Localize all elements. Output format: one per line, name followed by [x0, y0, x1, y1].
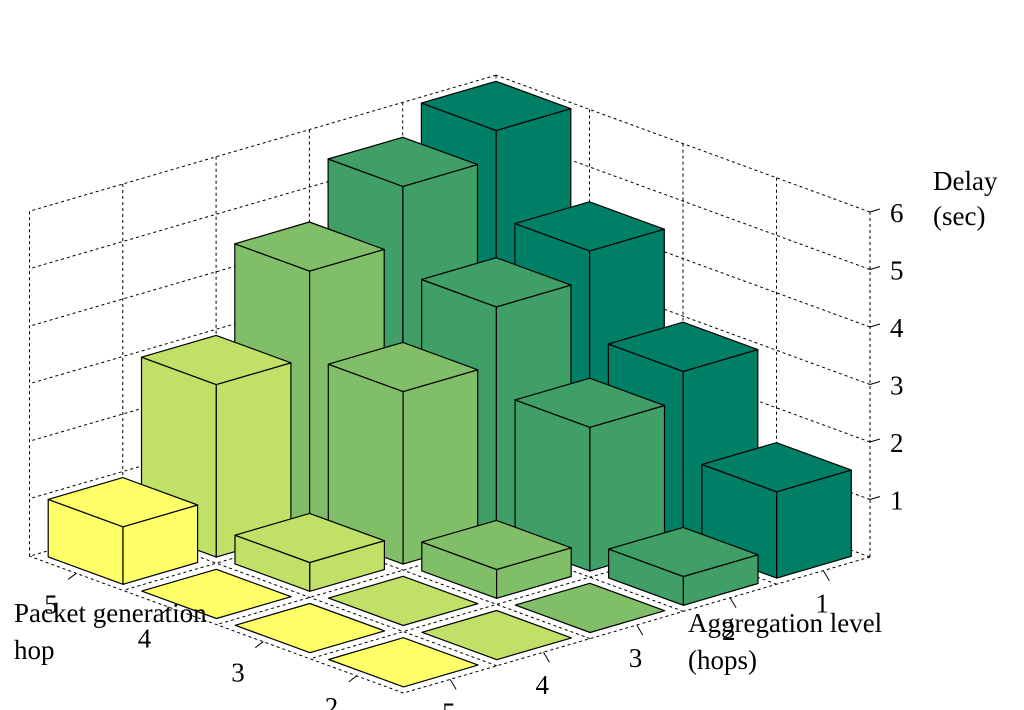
y-tick-label: 3 [231, 658, 245, 688]
z-tick-label: 5 [890, 256, 904, 286]
bar-top-face [234, 512, 385, 564]
z-tick-label: 2 [890, 428, 904, 458]
bar-top-face [607, 321, 759, 372]
x-tick-mark [729, 597, 737, 609]
bar-top-face [514, 377, 666, 428]
y-tick-mark [348, 675, 358, 683]
bar-top-face [47, 477, 199, 528]
bar-top-face [514, 201, 665, 252]
z-tick-mark [869, 381, 881, 385]
z-tick-label: 3 [890, 371, 904, 401]
bar-tile [327, 575, 479, 627]
bars-layer [47, 80, 852, 688]
bar-top-face [327, 341, 479, 393]
z-tick-label: 4 [890, 313, 904, 343]
bar-top-face [421, 519, 572, 571]
ylabel-line-1: Packet generation [14, 598, 207, 628]
bar-4-5 [141, 568, 292, 620]
z-tick-mark [869, 496, 881, 500]
z-tick-mark [869, 208, 881, 213]
z-tick-mark [869, 266, 881, 270]
bar-tile [234, 602, 386, 654]
bar-top-face [234, 221, 385, 272]
bar-tile [141, 568, 292, 620]
x-tick-mark [449, 679, 457, 690]
bar-5-5 [47, 477, 199, 585]
bar-top-face [140, 334, 292, 386]
bar-3-2 [514, 377, 666, 572]
bar-3-4 [327, 575, 479, 627]
bar-4-3 [327, 341, 479, 565]
bar-3-3 [421, 519, 572, 599]
x-tick-label: 5 [442, 697, 456, 710]
x-tick-label: 4 [535, 670, 549, 700]
x-tick-label: 1 [815, 589, 829, 619]
bar-top-face [607, 526, 759, 578]
x-tick-mark [636, 624, 644, 636]
bar-3-5 [234, 602, 386, 654]
y-tick-mark [67, 572, 77, 580]
bar-2-5 [328, 637, 479, 688]
bar-2-2 [607, 526, 759, 606]
x-tick-mark [822, 570, 830, 581]
z-tick-mark [869, 438, 881, 443]
zlabel-line-2: (sec) [933, 201, 985, 231]
bar-tile [514, 582, 666, 634]
bar-tile [328, 637, 479, 688]
x-tick-label: 2 [722, 616, 736, 646]
floor-grid-line [29, 555, 404, 694]
bar-tile [421, 609, 573, 661]
wall-grid-line [495, 74, 871, 213]
y-tick-mark [161, 607, 171, 614]
bar-2-4 [421, 609, 573, 661]
wall-grid-line [29, 74, 497, 212]
bar-top-face [421, 257, 572, 308]
bar-2-3 [514, 582, 666, 634]
z-tick-mark [869, 323, 881, 328]
zlabel-line-1: Delay [933, 166, 998, 196]
bar-top-face [327, 136, 479, 187]
bar-top-face [701, 442, 852, 493]
x-tick-mark [543, 651, 550, 663]
x-tick-label: 3 [629, 643, 643, 673]
ylabel-line-2: hop [14, 635, 55, 665]
ticks-layer: 1 2 3 4 5 6 1 2 3 4 5 5 4 3 2 [44, 198, 904, 710]
y-tick-label: 2 [325, 692, 339, 710]
bar-4-4 [234, 512, 385, 592]
y-tick-mark [254, 641, 264, 649]
xlabel-line-1: Aggregation level [688, 608, 882, 638]
z-tick-label: 6 [890, 198, 904, 228]
bar-top-face [420, 80, 572, 132]
xlabel-line-2: (hops) [688, 645, 757, 675]
y-tick-label: 5 [44, 589, 58, 619]
y-tick-label: 4 [138, 624, 152, 654]
z-tick-label: 1 [890, 486, 904, 516]
bar-2-1 [701, 442, 852, 579]
